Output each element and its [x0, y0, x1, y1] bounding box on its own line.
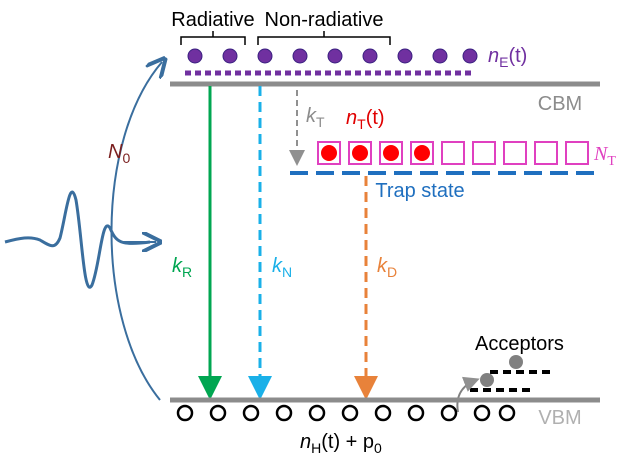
trapped-electrons: [321, 145, 430, 161]
trap-state-label: Trap state: [375, 180, 464, 202]
acceptor-hole: [480, 373, 494, 387]
n-e-label: nE(t): [488, 45, 527, 70]
big-n-t-label: NT: [593, 143, 616, 169]
cbm-label: CBM: [538, 93, 582, 115]
n-t-label: nT(t): [346, 107, 385, 132]
bracket: [181, 31, 245, 45]
k-t-label: kT: [306, 105, 325, 130]
n-h-label: nH(t) + p0: [300, 431, 382, 456]
k-r-label: kR: [172, 255, 192, 280]
diagram: Radiative Non-radiative nE(t) CBM kT nT(…: [0, 0, 620, 462]
electrons: [188, 49, 477, 63]
vbm-label: VBM: [538, 407, 581, 429]
acceptors-label: Acceptors: [475, 333, 564, 355]
excitation-arc: [111, 62, 162, 400]
acceptor-hole: [509, 355, 523, 369]
k-d-label: kD: [377, 255, 397, 280]
acceptor-arrow: [457, 380, 476, 412]
light-pulse: [5, 192, 150, 287]
non-radiative-label: Non-radiative: [265, 9, 384, 31]
holes: [178, 406, 514, 420]
bracket: [258, 31, 390, 45]
n-0-label: N0: [108, 141, 130, 166]
radiative-label: Radiative: [171, 9, 254, 31]
k-n-label: kN: [272, 255, 292, 280]
